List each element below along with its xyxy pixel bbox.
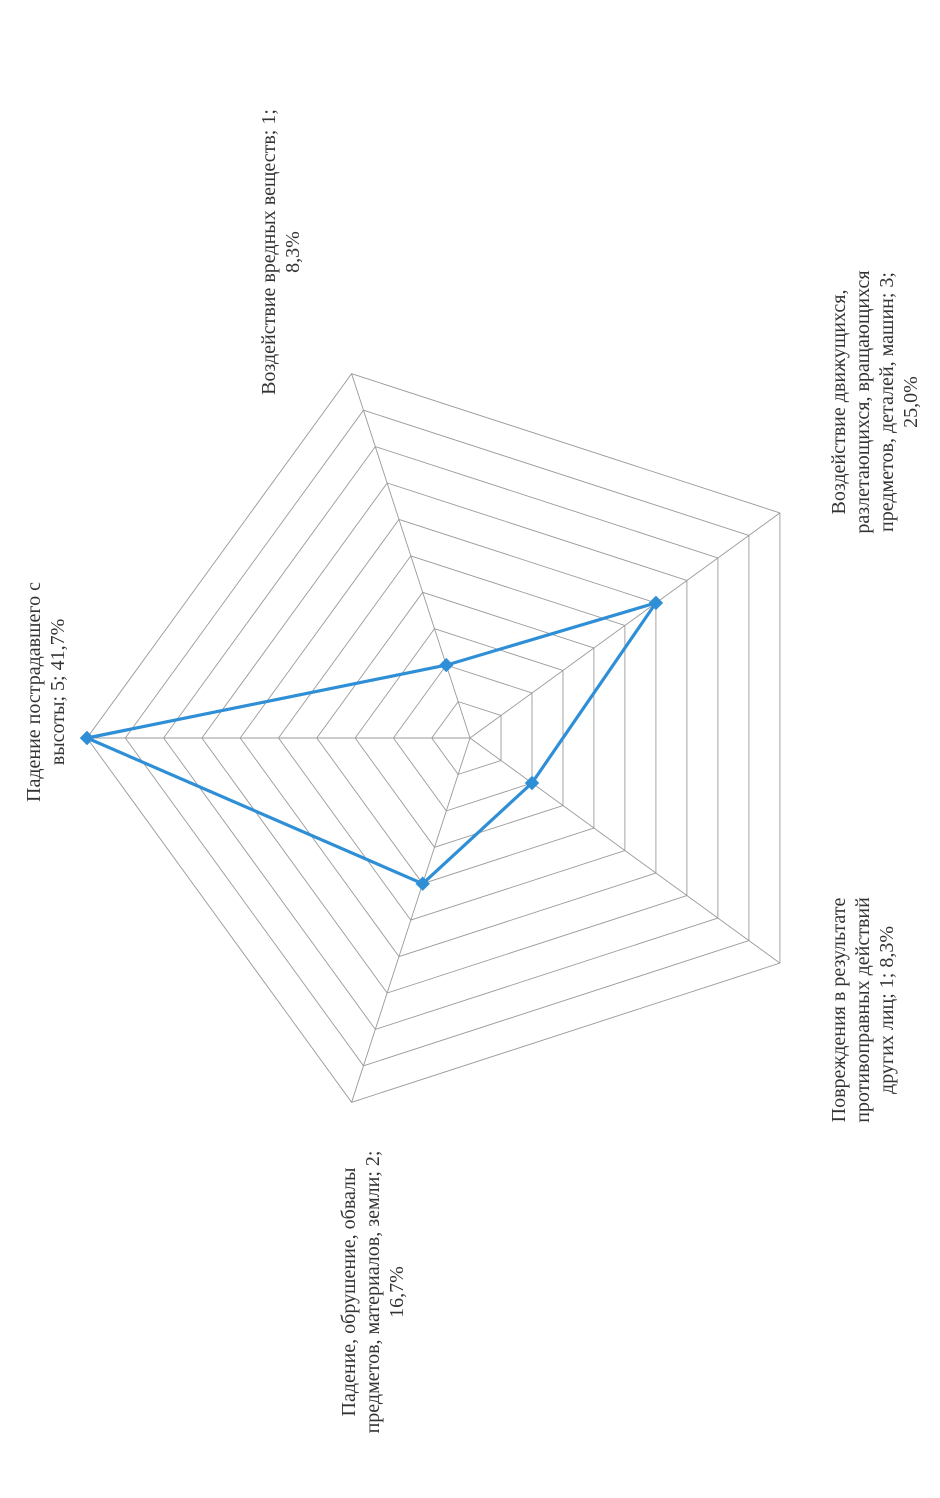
data-point-4 — [524, 775, 540, 791]
grid-ring-1 — [431, 701, 502, 775]
category-label-text-4: Повреждения в результате противоправных д… — [828, 897, 898, 1123]
category-label-text-1: Падение пострадавшего с высоты; 5; 41,7% — [23, 582, 69, 802]
radar-grid — [86, 373, 781, 1103]
series-line — [85, 601, 658, 886]
grid-ring-6 — [239, 518, 657, 958]
grid-ring-10 — [86, 373, 781, 1103]
radar-series — [79, 595, 664, 891]
category-label-line: других лиц; 1; 8,3% — [876, 926, 898, 1094]
category-label-line: 16,7% — [386, 1266, 408, 1318]
data-point-5 — [415, 876, 430, 891]
category-label-line: Падение пострадавшего с — [23, 582, 45, 802]
category-label-line: Воздействие вредных веществ; 1; — [258, 109, 280, 395]
radar-spokes — [87, 373, 781, 1103]
category-label-text-3: Воздействие движущихся, разлетающихся, вр… — [828, 270, 922, 533]
grid-ring-8 — [163, 446, 719, 1030]
data-point-1 — [79, 730, 95, 746]
category-label-line: предметов, материалов, земли; 2; — [362, 1151, 384, 1434]
category-label-text-5: Падение, обрушение, обвалы предметов, мат… — [338, 1151, 408, 1434]
axis-spoke-3 — [469, 512, 781, 739]
category-label-1: Падение пострадавшего с высоты; 5; 41,7% — [23, 582, 69, 802]
grid-ring-5 — [277, 555, 626, 921]
grid-ring-9 — [124, 409, 750, 1067]
grid-ring-2 — [392, 664, 533, 812]
data-point-2 — [439, 657, 454, 673]
category-label-line: Воздействие движущихся, — [828, 289, 850, 514]
category-label-5: Падение, обрушение, обвалы предметов, мат… — [338, 1151, 408, 1434]
grid-ring-4 — [316, 591, 595, 885]
axis-spoke-5 — [351, 737, 471, 1103]
category-label-text-2: Воздействие вредных веществ; 1; 8,3% — [258, 109, 304, 395]
grid-ring-7 — [201, 482, 688, 994]
category-labels: Падение пострадавшего с высоты; 5; 41,7% В… — [23, 109, 922, 1433]
axis-spoke-2 — [351, 373, 471, 739]
category-label-line: Повреждения в результате — [828, 898, 850, 1123]
category-label-line: 8,3% — [282, 231, 304, 273]
category-label-line: высоты; 5; 41,7% — [47, 619, 69, 765]
category-label-line: противоправных действий — [852, 897, 874, 1123]
category-label-line: Падение, обрушение, обвалы — [338, 1168, 360, 1417]
category-label-line: 25,0% — [900, 376, 922, 428]
axis-spoke-4 — [469, 737, 781, 964]
category-label-4: Повреждения в результате противоправных д… — [828, 897, 898, 1123]
data-point-3 — [648, 595, 664, 611]
category-label-2: Воздействие вредных веществ; 1; 8,3% — [258, 109, 304, 395]
category-label-3: Воздействие движущихся, разлетающихся, вр… — [828, 270, 922, 533]
category-label-line: предметов, деталей, машин; 3; — [876, 272, 898, 532]
category-label-line: разлетающихся, вращающихся — [852, 270, 874, 533]
